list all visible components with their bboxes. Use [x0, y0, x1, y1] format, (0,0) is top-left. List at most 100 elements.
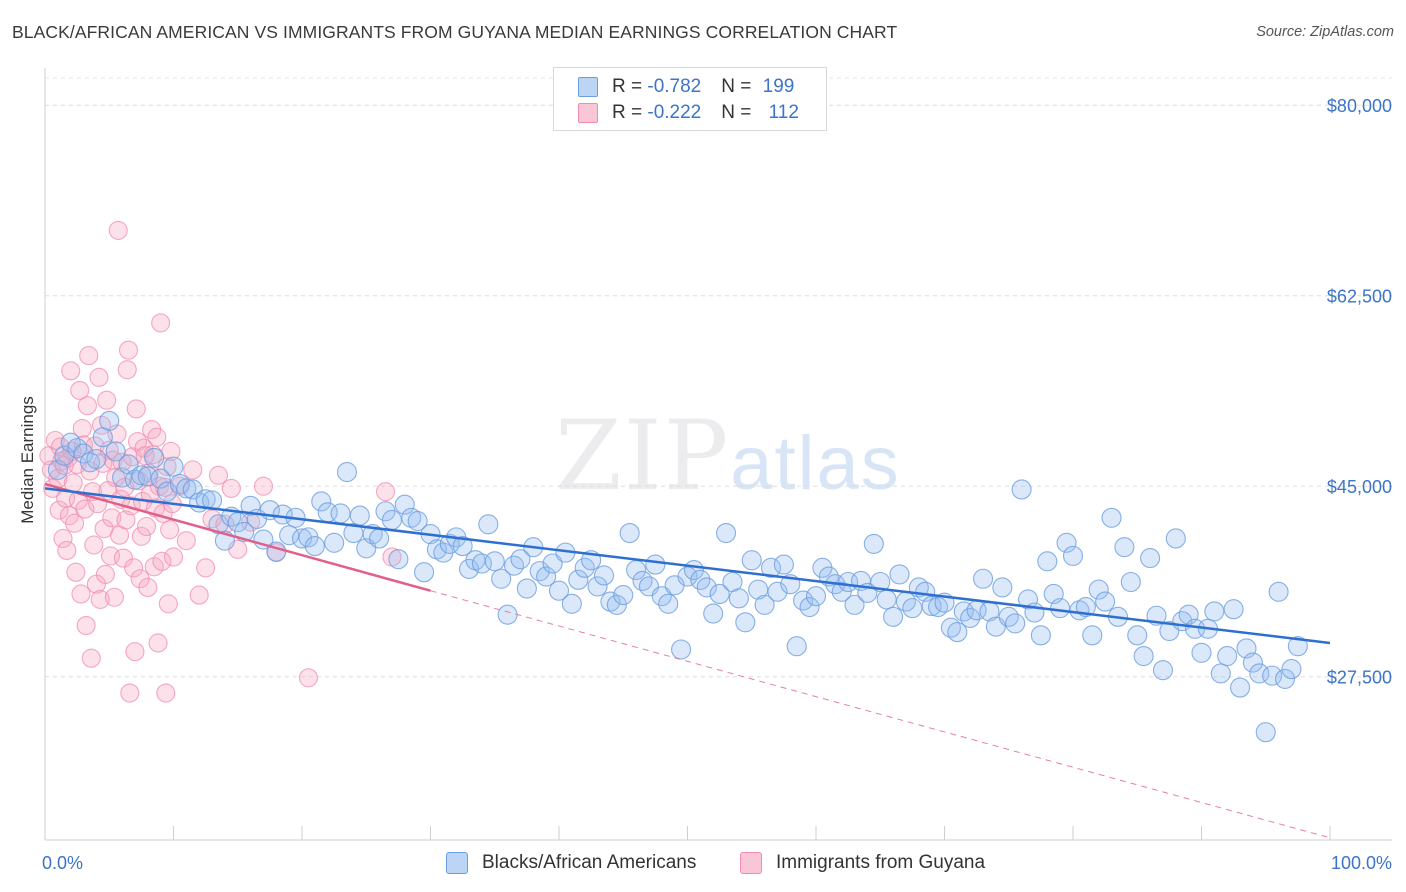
data-point-blacks: [947, 622, 968, 643]
data-point-blacks: [1062, 545, 1084, 566]
data-point-guyana: [102, 508, 122, 528]
data-point-blacks: [144, 447, 165, 468]
data-point-guyana: [76, 616, 96, 636]
data-point-blacks: [150, 468, 171, 489]
data-point-blacks: [1165, 528, 1186, 549]
data-point-blacks: [1011, 479, 1032, 500]
data-point-blacks: [1204, 601, 1225, 622]
legend-n-label: N =: [721, 76, 757, 97]
y-tick-label: $27,500: [1327, 668, 1392, 688]
data-point-guyana: [161, 441, 181, 461]
data-point-guyana: [160, 520, 180, 540]
watermark: ZIPatlas: [555, 400, 901, 512]
data-point-guyana: [189, 585, 209, 605]
data-point-blacks: [1133, 645, 1154, 667]
data-point-blacks: [883, 606, 904, 627]
data-point-guyana: [65, 513, 85, 533]
data-point-blacks: [632, 570, 653, 591]
data-point-blacks: [60, 432, 81, 453]
data-point-guyana: [108, 220, 128, 240]
data-point-blacks: [1127, 625, 1148, 646]
data-point-blacks: [902, 598, 923, 619]
data-point-guyana: [79, 346, 99, 366]
data-point-blacks: [330, 503, 351, 524]
data-point-blacks: [561, 593, 582, 614]
data-point-guyana: [136, 516, 157, 537]
data-point-guyana: [113, 548, 133, 568]
data-point-guyana: [97, 390, 117, 410]
axes: [44, 68, 1392, 841]
data-point-blacks: [478, 514, 499, 535]
data-point-blacks: [1140, 548, 1161, 569]
data-point-guyana: [45, 430, 65, 451]
data-point-blacks: [1095, 591, 1116, 612]
data-point-blacks: [336, 462, 358, 483]
data-point-blacks: [728, 588, 749, 609]
data-point-guyana: [71, 584, 91, 604]
data-point-guyana: [81, 648, 101, 668]
data-point-blacks: [491, 568, 512, 589]
data-point-blacks: [1249, 663, 1270, 684]
data-point-blacks: [715, 522, 737, 544]
data-point-blacks: [99, 410, 120, 431]
data-point-blacks: [1191, 642, 1212, 663]
data-point-blacks: [972, 568, 994, 589]
data-point-blacks: [735, 612, 756, 633]
data-point-blacks: [516, 578, 537, 599]
data-point-blacks: [349, 505, 370, 526]
data-point-guyana: [158, 594, 178, 614]
legend-swatch-pink: [578, 103, 598, 123]
data-point-guyana: [196, 558, 216, 578]
data-point-guyana: [77, 396, 97, 416]
data-point-blacks: [754, 594, 775, 615]
data-point-guyana: [49, 500, 69, 520]
legend-label-blacks: Blacks/African Americans: [482, 852, 697, 873]
chart-source: Source: ZipAtlas.com: [1256, 24, 1394, 40]
data-point-blacks: [587, 576, 608, 597]
watermark-atlas: atlas: [730, 421, 901, 506]
data-point-blacks: [1037, 551, 1058, 572]
data-point-blacks: [889, 564, 910, 585]
data-point-blacks: [202, 490, 223, 511]
data-point-guyana: [72, 418, 92, 439]
data-point-blacks: [388, 549, 409, 570]
data-point-blacks: [137, 466, 158, 487]
data-point-guyana: [138, 577, 158, 598]
data-point-blacks: [1050, 598, 1071, 619]
data-point-blacks: [709, 583, 730, 605]
trend-line-blacks: [44, 487, 1331, 645]
data-point-blacks: [407, 510, 428, 532]
data-point-blacks: [529, 561, 550, 582]
data-point-blacks: [1255, 722, 1276, 743]
data-point-blacks: [992, 577, 1013, 598]
data-point-blacks: [510, 549, 531, 570]
data-point-blacks: [1268, 581, 1289, 602]
data-point-guyana: [115, 477, 135, 497]
data-point-blacks: [741, 550, 762, 571]
data-point-guyana: [104, 587, 124, 607]
data-point-blacks: [381, 509, 403, 531]
data-point-guyana: [253, 476, 274, 496]
legend-item-blacks: Blacks/African Americans: [446, 852, 696, 874]
legend-n-value: 199: [762, 76, 795, 97]
legend-n-label: N =: [721, 102, 757, 123]
data-point-blacks: [1262, 665, 1283, 686]
data-point-guyana: [208, 465, 229, 485]
data-point-blacks: [118, 454, 139, 475]
data-point-guyana: [116, 510, 136, 530]
data-point-blacks: [1217, 645, 1238, 667]
data-point-blacks: [773, 554, 794, 575]
legend-swatch-blue: [578, 77, 598, 97]
data-point-guyana: [117, 360, 137, 380]
data-point-guyana: [126, 399, 146, 419]
x-tick-label: 0.0%: [42, 853, 83, 873]
data-point-blacks: [593, 565, 615, 586]
data-point-blacks: [291, 528, 313, 549]
data-point-blacks: [767, 581, 788, 602]
legend-row-blue: R = -0.782 N = 199: [578, 75, 794, 99]
data-point-blacks: [1274, 668, 1296, 689]
data-point-blacks: [240, 495, 261, 516]
data-point-blacks: [671, 639, 692, 660]
watermark-zip: ZIP: [555, 400, 731, 512]
legend-r-label: R =: [612, 102, 648, 123]
